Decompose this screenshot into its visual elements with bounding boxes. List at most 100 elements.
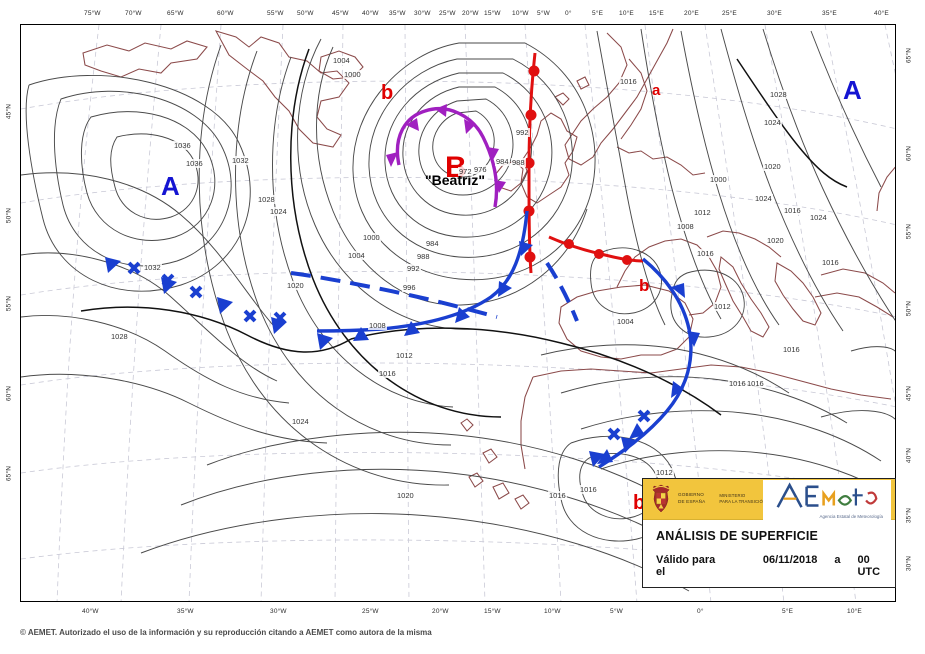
- longitude-tick-bottom: 10°E: [847, 608, 862, 615]
- map-graphics: [21, 25, 895, 601]
- isobar-value-label: 988: [511, 158, 526, 167]
- isobar-value-label: 1016: [378, 369, 397, 378]
- isobar-value-label: 1000: [343, 70, 362, 79]
- occluded-front: [386, 104, 506, 208]
- valid-time: 00 UTC: [857, 554, 881, 578]
- longitude-tick-top: 5°W: [537, 10, 550, 17]
- cold-front-west: [105, 257, 333, 350]
- longitude-tick-bottom: 25°W: [362, 608, 379, 615]
- isobar-value-label: 1024: [291, 417, 310, 426]
- low-pressure-center: b: [381, 82, 394, 104]
- government-label: GOBIERNO DE ESPAÑA: [678, 492, 706, 504]
- isobar-value-label: 1028: [769, 90, 788, 99]
- storm-name-label: "Beatriz": [425, 172, 485, 188]
- isobar-value-label: 1024: [754, 194, 773, 203]
- isobar-value-label: 996: [402, 283, 417, 292]
- isobar-value-label: 1000: [362, 233, 381, 242]
- ministry-label: MINISTERIO PARA LA TRANSICIÓN ECOLÓGICA: [719, 492, 794, 504]
- isobar-value-label: 992: [406, 264, 421, 273]
- isobar-value-label: 984: [495, 157, 510, 166]
- isobar-value-label: 976: [473, 165, 488, 174]
- isobar-value-label: 1024: [269, 207, 288, 216]
- isobars: [21, 28, 895, 592]
- isobar-value-label: 1016: [548, 491, 567, 500]
- longitude-tick-top: 75°W: [84, 10, 101, 17]
- longitude-tick-bottom: 20°W: [432, 608, 449, 615]
- isobar-value-label: 1016: [746, 379, 765, 388]
- low-pressure-center: a: [652, 82, 661, 99]
- longitude-tick-top: 5°E: [592, 10, 604, 17]
- cold-front-south: [589, 409, 651, 467]
- isobar-value-label: 1004: [347, 251, 366, 260]
- isobar-value-label: 1016: [728, 379, 747, 388]
- valid-label: Válido para el: [656, 554, 716, 578]
- validity-line: Válido para el 06/11/2018 a 00 UTC: [656, 554, 895, 578]
- longitude-tick-top: 20°E: [684, 10, 699, 17]
- dashed-trough: [290, 261, 579, 322]
- longitude-tick-top: 10°W: [512, 10, 529, 17]
- longitude-tick-top: 25°E: [722, 10, 737, 17]
- isobar-value-label: 1016: [782, 345, 801, 354]
- isobar-value-label: 1012: [395, 351, 414, 360]
- isobar-value-label: 1028: [257, 195, 276, 204]
- longitude-tick-top: 55°W: [267, 10, 284, 17]
- isobar-value-label: 1032: [143, 263, 162, 272]
- longitude-tick-bottom: 35°W: [177, 608, 194, 615]
- latitude-tick-right: 60°N: [905, 145, 913, 162]
- longitude-tick-bottom: 30°W: [270, 608, 287, 615]
- isobar-value-label: 1016: [821, 258, 840, 267]
- latitude-tick-right: 55°N: [905, 223, 913, 240]
- latitude-tick-left: 60°N: [5, 385, 13, 402]
- longitude-tick-top: 70°W: [125, 10, 142, 17]
- high-pressure-center: A: [843, 75, 862, 105]
- latitude-tick-right: 40°N: [905, 447, 913, 464]
- longitude-tick-top: 50°W: [297, 10, 314, 17]
- isobar-value-label: 1036: [173, 141, 192, 150]
- isobar-value-label: 1000: [709, 175, 728, 184]
- legend-banner: GOBIERNO DE ESPAÑA MINISTERIO PARA LA TR…: [643, 479, 895, 520]
- longitude-tick-top: 30°W: [414, 10, 431, 17]
- longitude-tick-bottom: 40°W: [82, 608, 99, 615]
- high-pressure-center: A: [161, 171, 180, 201]
- valid-sep: a: [834, 554, 841, 566]
- longitude-tick-top: 35°E: [822, 10, 837, 17]
- latitude-tick-right: 35°N: [905, 507, 913, 524]
- longitude-tick-bottom: 15°W: [484, 608, 501, 615]
- isobar-value-label: 1036: [185, 159, 204, 168]
- isobar-value-label: 1016: [579, 485, 598, 494]
- latitude-tick-left: 65°N: [5, 465, 13, 482]
- longitude-tick-top: 40°E: [874, 10, 889, 17]
- aemet-logo: Agencia Estatal de Meteorología: [763, 480, 891, 520]
- graticule-lines: [21, 25, 895, 601]
- longitude-tick-top: 40°W: [362, 10, 379, 17]
- isobar-value-label: 992: [515, 128, 530, 137]
- warm-front-biscay: [548, 235, 644, 265]
- isobar-value-label: 1016: [619, 77, 638, 86]
- aemet-logo-mark: [776, 482, 878, 508]
- longitude-tick-top: 25°W: [439, 10, 456, 17]
- low-pressure-center: b: [639, 276, 650, 295]
- isobar-value-label: 1004: [332, 56, 351, 65]
- longitude-tick-top: 10°E: [619, 10, 634, 17]
- isobar-value-label: 1028: [110, 332, 129, 341]
- isobar-value-label: 988: [416, 252, 431, 261]
- latitude-tick-left: 50°N: [5, 207, 13, 224]
- isobar-value-label: 1024: [763, 118, 782, 127]
- longitude-tick-top: 0°: [565, 10, 572, 17]
- isobar-value-label: 1020: [396, 491, 415, 500]
- latitude-tick-right: 45°N: [905, 385, 913, 402]
- longitude-tick-top: 30°E: [767, 10, 782, 17]
- isobar-value-label: 1020: [286, 281, 305, 290]
- cold-front-main: [316, 210, 533, 341]
- longitude-tick-top: 65°W: [167, 10, 184, 17]
- warm-front: [523, 52, 540, 274]
- isobar-value-label: 1024: [809, 213, 828, 222]
- product-title: ANÁLISIS DE SUPERFICIE: [656, 529, 819, 543]
- isobar-value-label: 1020: [763, 162, 782, 171]
- legend-body: ANÁLISIS DE SUPERFICIE Válido para el 06…: [643, 520, 895, 578]
- longitude-tick-top: 60°W: [217, 10, 234, 17]
- isobar-value-label: 1004: [616, 317, 635, 326]
- copyright-notice: © AEMET. Autorizado el uso de la informa…: [20, 628, 432, 637]
